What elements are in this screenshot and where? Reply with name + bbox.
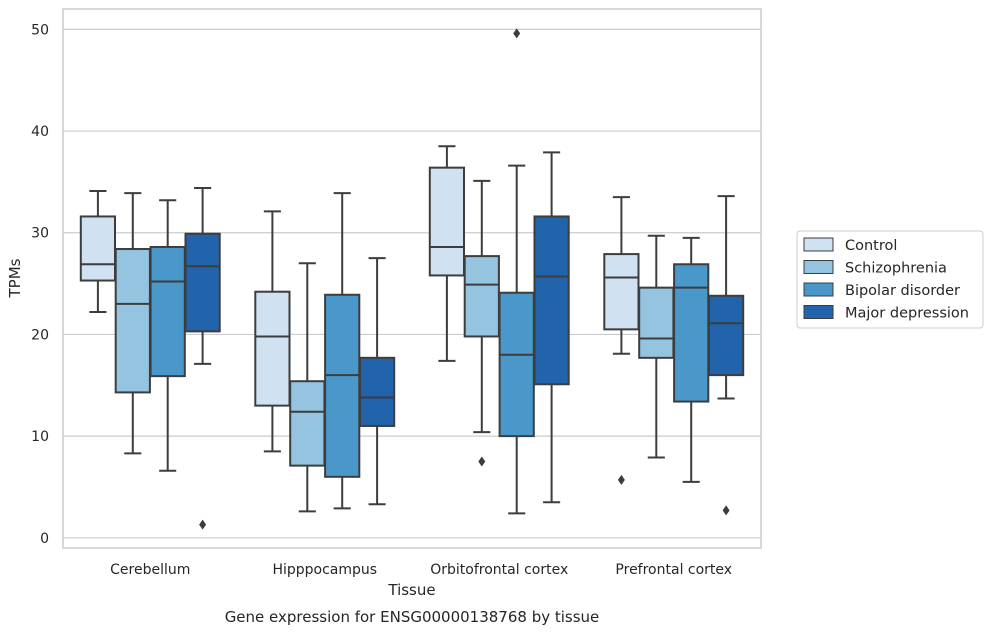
x-tick-label: Cerebellum (110, 562, 190, 578)
outlier-point (478, 456, 486, 467)
box-iqr (673, 263, 710, 403)
box-bipolar-disorder (324, 192, 361, 510)
legend-label: Schizophrenia (845, 261, 947, 277)
box-layer (79, 28, 745, 530)
box-major-depression (707, 195, 745, 516)
box-control (254, 210, 291, 453)
box-bipolar-disorder (149, 199, 186, 472)
box-iqr (184, 232, 221, 333)
legend: Control Schizophrenia Bipolar disorder Majo… (796, 230, 984, 329)
box-major-depression (533, 151, 570, 504)
box-iqr (603, 253, 640, 331)
box-major-depression (358, 257, 396, 506)
box-control (79, 190, 117, 314)
box-schizophrenia (463, 179, 500, 467)
chart-caption: Gene expression for ENSG00000138768 by t… (225, 608, 600, 626)
x-axis-label: Tissue (387, 581, 435, 599)
outlier-point (617, 474, 625, 485)
y-tick-labels: 0 10 20 30 40 50 (31, 22, 49, 546)
box-bipolar-disorder (498, 28, 535, 515)
legend-label: Bipolar disorder (845, 283, 960, 299)
y-tick-label: 40 (31, 124, 49, 140)
box-iqr (254, 290, 291, 407)
box-iqr (638, 286, 675, 359)
y-tick-label: 20 (31, 327, 49, 343)
box-bipolar-disorder (673, 236, 710, 483)
legend-swatch (803, 237, 834, 252)
legend-swatch (803, 282, 834, 297)
y-tick-label: 0 (40, 531, 49, 547)
legend-label: Major depression (845, 306, 969, 322)
box-control (603, 196, 640, 485)
box-iqr (79, 215, 117, 282)
box-iqr (533, 215, 570, 386)
box-iqr (498, 291, 535, 438)
legend-label: Control (845, 238, 897, 254)
x-tick-label: Prefrontal cortex (615, 562, 732, 578)
box-iqr (149, 245, 186, 378)
box-iqr (428, 166, 466, 277)
box-major-depression (184, 186, 221, 530)
box-schizophrenia (638, 234, 675, 459)
legend-swatch (803, 305, 834, 319)
outlier-point (513, 28, 521, 39)
y-tick-label: 10 (31, 429, 49, 445)
box-iqr (114, 248, 151, 394)
box-schizophrenia (114, 192, 151, 455)
box-schizophrenia (289, 262, 326, 513)
x-tick-label: Hipppocampus (272, 562, 377, 578)
legend-swatch (803, 260, 834, 274)
x-tick-label: Orbitofrontal cortex (430, 562, 568, 578)
y-tick-label: 50 (31, 22, 49, 38)
box-iqr (289, 380, 326, 467)
box-iqr (358, 356, 396, 427)
plot-frame (62, 8, 762, 549)
box-iqr (463, 255, 500, 338)
outlier-point (722, 505, 730, 516)
y-tick-label: 30 (31, 226, 49, 242)
legend-frame (796, 230, 984, 329)
box-iqr (324, 293, 361, 478)
outlier-point (199, 519, 207, 530)
box-control (428, 145, 466, 362)
box-iqr (707, 294, 745, 377)
x-tick-labels: Cerebellum Hipppocampus Orbitofrontal cort… (110, 562, 732, 578)
y-axis-label: TPMs (6, 258, 24, 298)
